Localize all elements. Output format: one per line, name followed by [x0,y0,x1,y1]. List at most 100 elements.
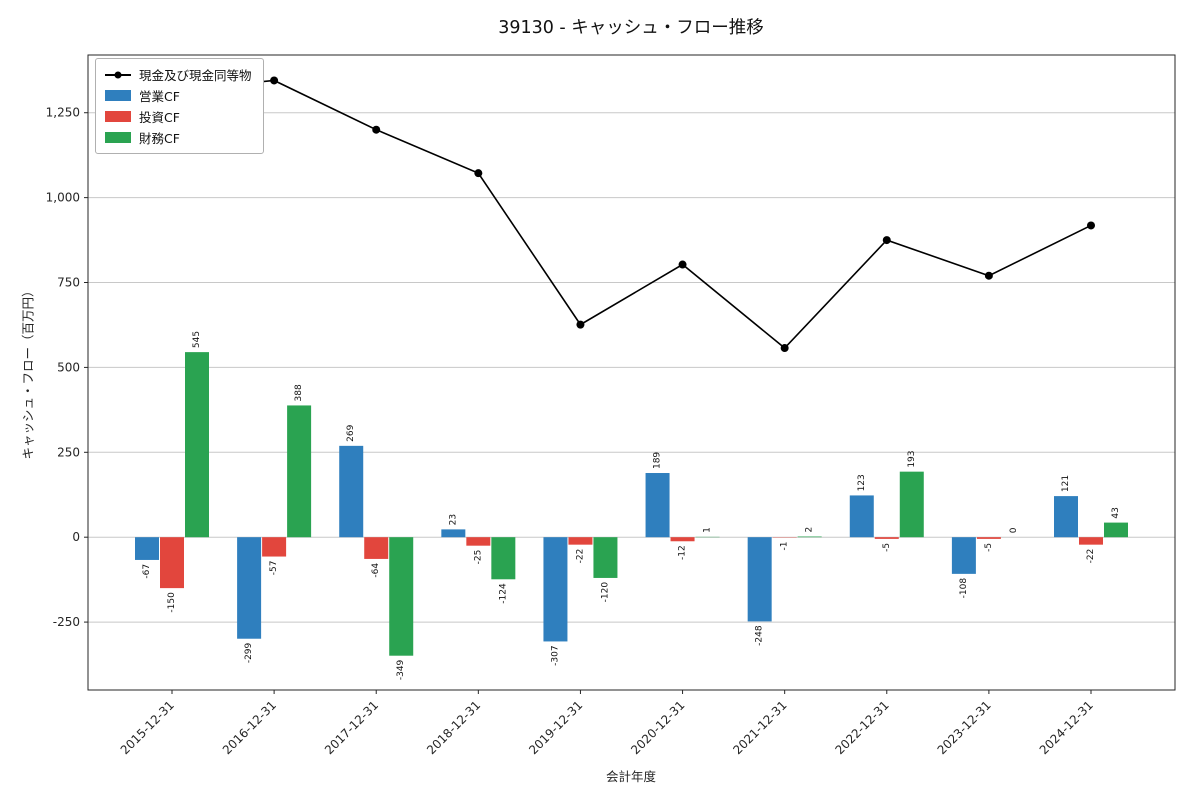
bar-value-label: -25 [473,550,483,565]
bar-value-label: 43 [1111,507,1121,518]
bar-value-label: -248 [755,625,765,646]
bar-financing-cf [899,471,924,538]
bar-value-label: -5 [984,543,994,552]
bar-value-label: 0 [1009,527,1019,533]
x-tick-label: 2024-12-31 [1037,698,1096,757]
bar-operating-cf [951,537,976,574]
legend-item-operating-cf: 営業CF [105,87,252,104]
bar-value-label: 121 [1061,475,1071,492]
x-tick-label: 2023-12-31 [935,698,994,757]
bar-value-label: 269 [346,424,356,441]
y-tick-label: 0 [72,530,80,544]
bar-value-label: -108 [959,578,969,599]
bar-investing-cf [160,537,184,589]
bar-operating-cf [1054,496,1078,538]
cash-marker [780,344,789,353]
color-swatch-icon [105,132,131,143]
bar-investing-cf [364,537,389,559]
x-tick-label: 2018-12-31 [424,698,483,757]
bar-operating-cf [135,537,159,560]
bar-investing-cf [568,537,593,545]
cash-marker [984,271,993,280]
bar-operating-cf [441,529,466,538]
bar-investing-cf [874,537,899,539]
bar-operating-cf [747,537,772,622]
x-tick-label: 2021-12-31 [730,698,789,757]
y-tick-label: -250 [53,615,80,629]
bar-value-label: -150 [167,592,177,613]
bar-financing-cf [287,405,312,538]
bar-financing-cf [389,537,414,656]
cash-marker [372,125,381,134]
axis-frame [87,54,1176,691]
y-tick-label: 1,250 [46,106,80,120]
x-tick-label: 2022-12-31 [833,698,892,757]
bar-operating-cf [339,445,364,538]
bar-value-label: -57 [269,561,279,576]
bar-value-label: 2 [805,527,815,533]
y-tick-label: 750 [57,276,80,290]
bar-financing-cf [1104,522,1128,538]
bar-value-label: 193 [907,450,917,467]
cash-marker [576,320,585,329]
bar-value-label: -12 [678,545,688,560]
x-tick-label: 2019-12-31 [526,698,585,757]
bar-investing-cf [670,537,695,542]
bar-value-label: 189 [653,452,663,469]
bar-value-label: -120 [600,582,610,603]
legend: 現金及び現金同等物 営業CF 投資CF 財務CF [95,58,264,154]
bar-operating-cf [849,495,874,538]
color-swatch-icon [105,90,131,101]
bar-financing-cf [797,536,822,538]
legend-label: 現金及び現金同等物 [139,68,252,83]
cash-marker [678,260,687,269]
bar-value-label: -67 [142,564,152,579]
color-swatch-icon [105,111,131,122]
bar-operating-cf [237,537,262,639]
bar-value-label: 123 [857,474,867,491]
bar-value-label: 23 [448,514,458,525]
bar-value-label: -1 [780,542,790,551]
bar-value-label: -299 [244,642,254,663]
cash-line [171,79,1092,350]
legend-item-financing-cf: 財務CF [105,129,252,146]
bar-value-label: -22 [575,549,585,564]
y-tick-label: 250 [57,445,80,459]
bar-value-label: -307 [550,645,560,665]
bar-investing-cf [1079,537,1103,545]
bar-financing-cf [491,537,516,580]
bar-value-label: 388 [294,384,304,401]
y-axis-label: キャッシュ・フロー（百万円） [20,284,36,460]
bar-value-label: -64 [371,563,381,578]
legend-label: 財務CF [139,131,180,146]
bar-investing-cf [262,537,287,557]
chart-title: 39130 - キャッシュ・フロー推移 [498,18,764,38]
bar-value-label: -5 [882,543,892,552]
bar-financing-cf [593,537,618,578]
x-tick-label: 2016-12-31 [220,698,279,757]
line-marker-icon [105,69,131,80]
bar-investing-cf [466,537,491,546]
cash-marker [882,236,891,245]
x-tick-label: 2017-12-31 [322,698,381,757]
dot-icon [114,71,122,78]
x-tick-label: 2015-12-31 [118,698,177,757]
x-tick-label: 2020-12-31 [628,698,687,757]
bar-value-label: -349 [396,659,406,680]
bar-value-label: -124 [498,583,508,604]
bar-value-label: 545 [192,331,202,348]
cash-marker [474,169,483,178]
bar-value-label: -22 [1086,549,1096,564]
bar-operating-cf [543,537,568,642]
legend-label: 営業CF [139,89,180,104]
cash-marker [270,76,279,85]
bar-investing-cf [976,537,1001,539]
legend-item-investing-cf: 投資CF [105,108,252,125]
bar-value-label: 1 [703,527,713,533]
x-axis-label: 会計年度 [605,769,657,784]
legend-label: 投資CF [139,110,180,125]
cash-marker [1087,221,1095,230]
bar-operating-cf [645,473,670,538]
